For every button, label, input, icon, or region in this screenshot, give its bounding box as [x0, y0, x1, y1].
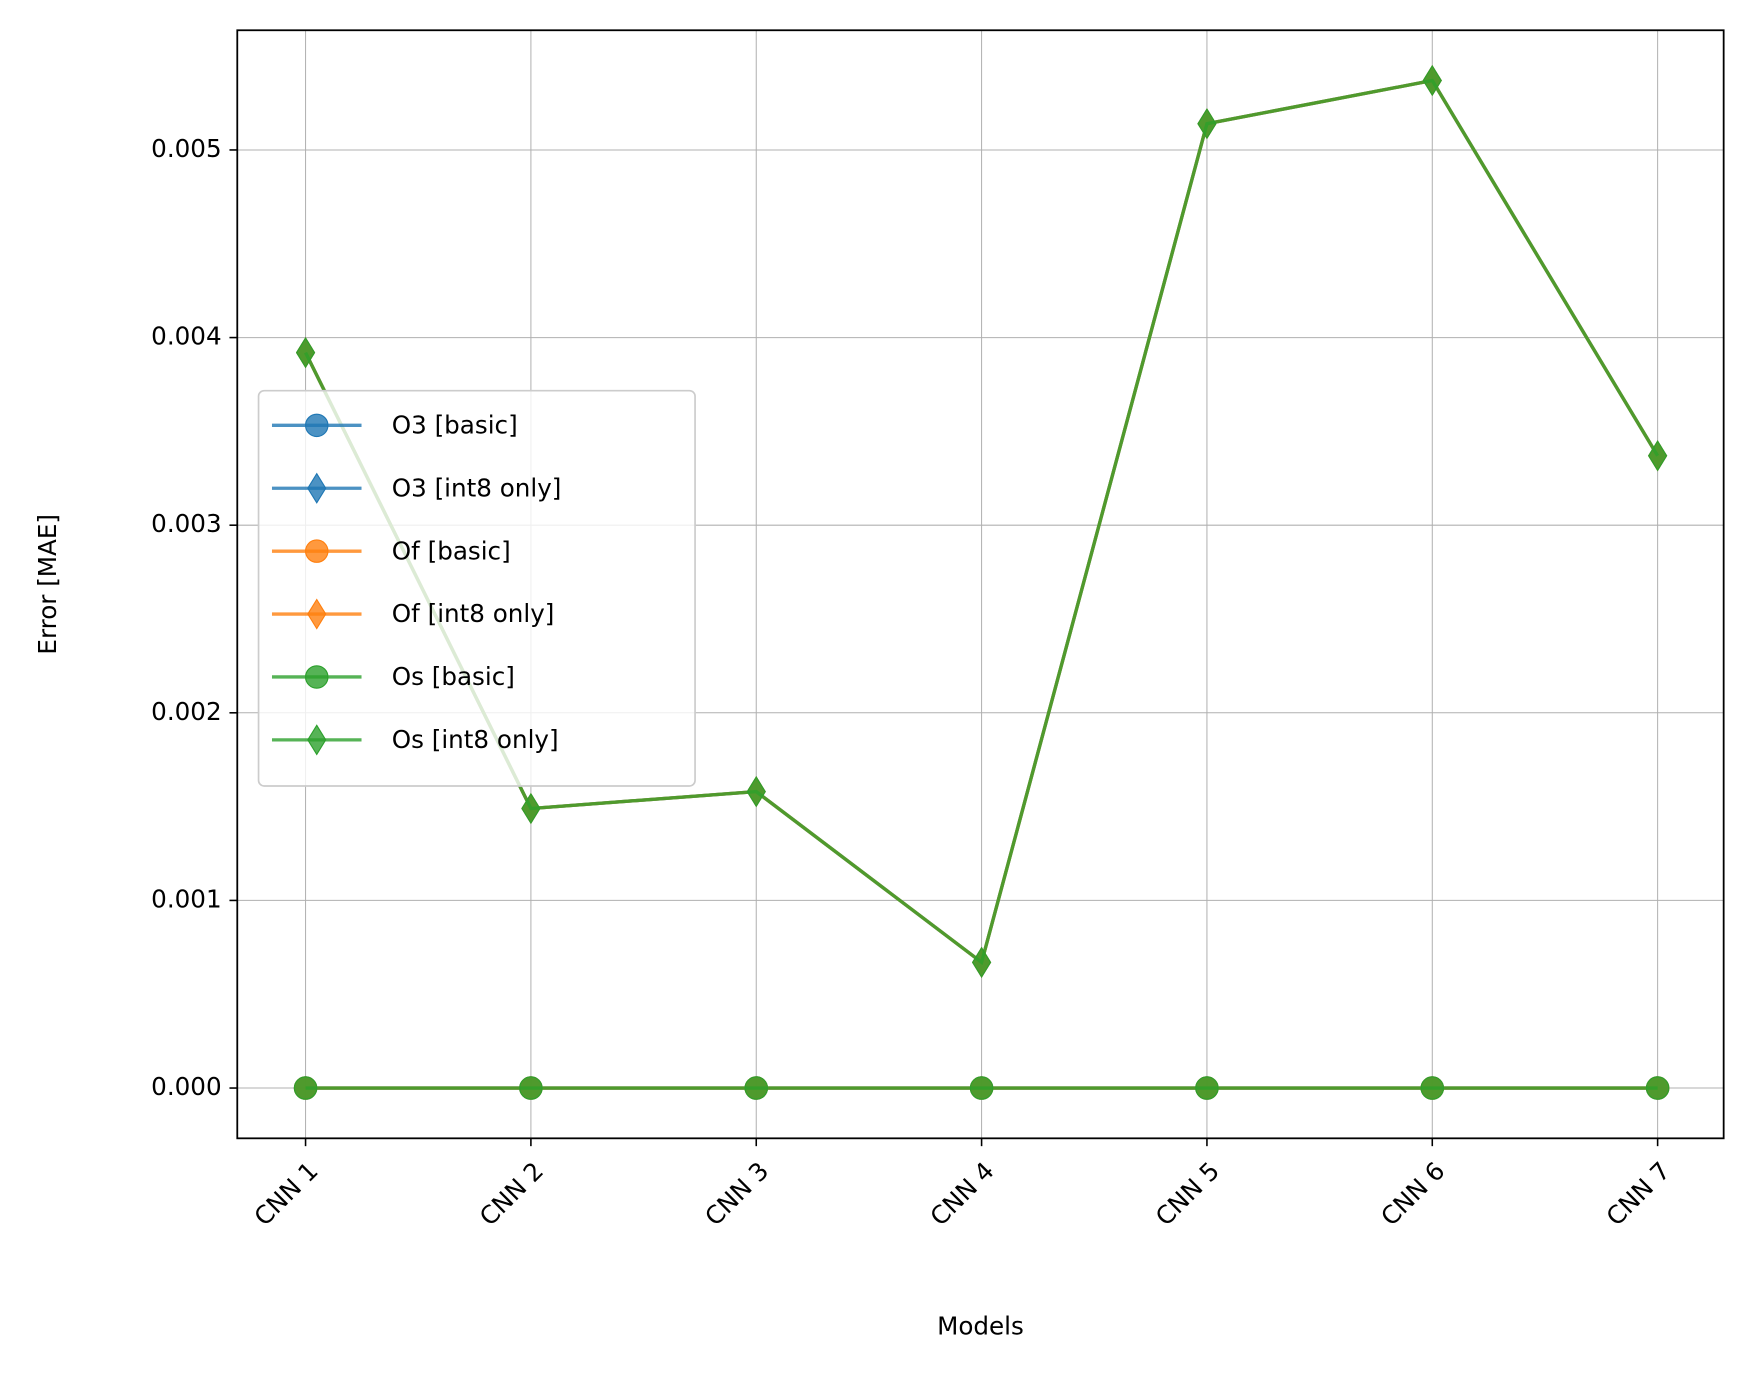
y-tick-label: 0.003 [151, 509, 221, 538]
legend-label: O3 [int8 only] [392, 473, 562, 502]
x-tick-label: CNN 1 [248, 1156, 323, 1231]
legend-marker [307, 472, 327, 504]
y-tick-label: 0.001 [151, 884, 221, 913]
x-tick-label: CNN 7 [1600, 1156, 1675, 1231]
plot-frame [236, 29, 1725, 1140]
legend-box [257, 389, 696, 787]
y-tick-label: 0.005 [151, 134, 221, 163]
legend-label: Of [basic] [392, 536, 511, 565]
data-point [746, 775, 766, 808]
x-tick-label: CNN 6 [1375, 1156, 1450, 1231]
y-tick-label: 0.004 [151, 322, 221, 351]
x-tick-label: CNN 2 [474, 1156, 549, 1231]
y-tick-label: 0.000 [151, 1072, 221, 1101]
x-tick-label: CNN 5 [1150, 1156, 1225, 1231]
plot-data [293, 64, 1670, 1100]
data-point [295, 336, 316, 369]
legend-label: O3 [basic] [392, 410, 518, 439]
data-point [969, 1076, 994, 1100]
y-axis-label: Error [MAE] [33, 514, 62, 655]
data-point [519, 1076, 543, 1100]
legend-label: Os [basic] [392, 662, 515, 691]
data-point [1420, 1076, 1445, 1100]
legend-label: Of [int8 only] [392, 599, 555, 628]
data-point [521, 792, 541, 825]
x-axis-label: Models [937, 1311, 1024, 1340]
x-tick-label: CNN 3 [699, 1156, 774, 1231]
legend-marker [304, 539, 329, 563]
data-point [293, 1076, 318, 1100]
legend-marker [307, 724, 327, 756]
legend-marker [307, 598, 327, 630]
legend: O3 [basic] O3 [int8 only] Of [basic] Of [in… [257, 389, 696, 787]
legend-marker [304, 665, 329, 689]
legend-marker [304, 413, 329, 438]
data-point [1648, 440, 1668, 472]
data-point [1422, 64, 1442, 97]
y-tick-label: 0.002 [151, 697, 221, 726]
data-point [1645, 1076, 1670, 1100]
data-point [744, 1076, 768, 1100]
data-point [971, 946, 992, 978]
data-point [1195, 1076, 1219, 1100]
legend-label: Os [int8 only] [392, 725, 559, 754]
data-point [1197, 108, 1217, 140]
x-tick-label: CNN 4 [924, 1156, 999, 1231]
